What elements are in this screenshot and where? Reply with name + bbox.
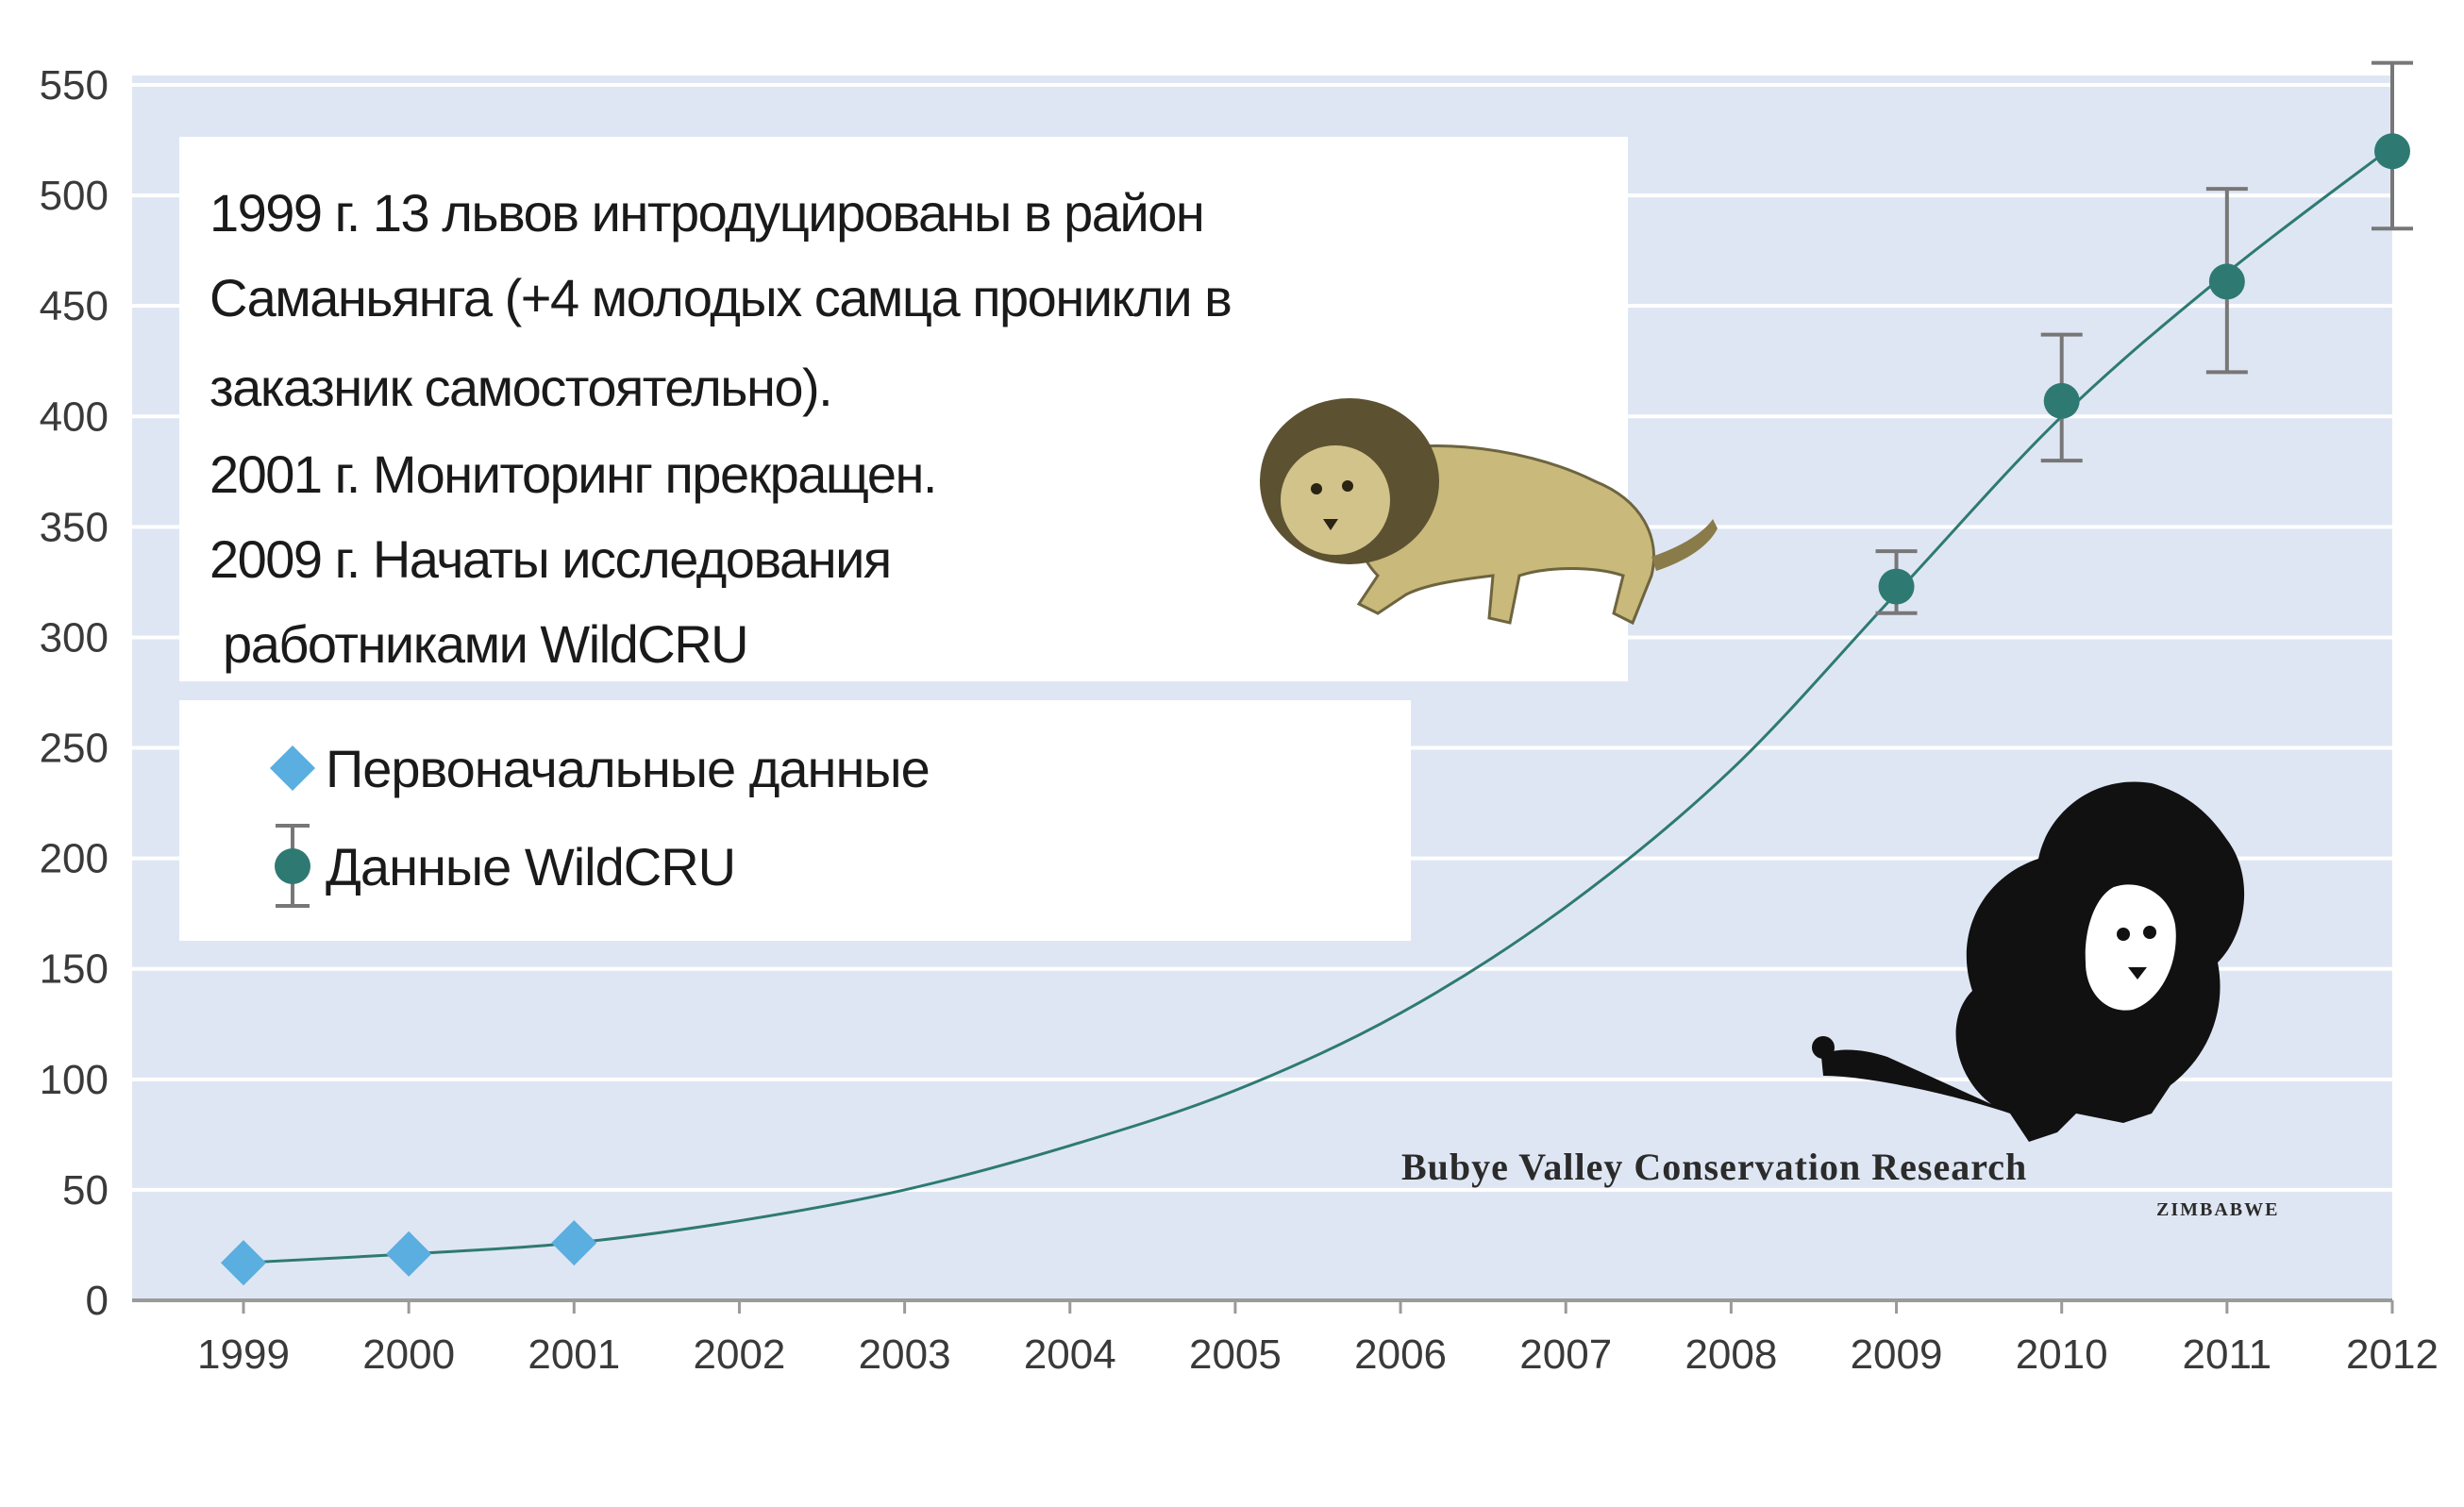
- annotation-line-2: Саманьянга (+4 молодых самца проникли в: [210, 268, 1231, 327]
- x-tick-label: 2002: [694, 1331, 786, 1378]
- x-tick-label: 1999: [197, 1331, 290, 1378]
- x-axis: 1999 2000 2001 2002 2003 2004 2005 2006 2007 2008…: [197, 1300, 2439, 1378]
- y-tick-label: 150: [40, 946, 109, 993]
- y-tick-label: 400: [40, 393, 109, 440]
- data-point-circle: [2043, 382, 2080, 419]
- annotation-box: 1999 г. 13 львов интродуцированы в район…: [179, 137, 1718, 681]
- y-tick-label: 500: [40, 173, 109, 219]
- trend-line: [243, 145, 2393, 1264]
- x-tick-label: 2001: [528, 1331, 620, 1378]
- lion-icon: [1812, 781, 2245, 1142]
- y-tick-label: 550: [40, 62, 109, 109]
- x-tick-label: 2005: [1189, 1331, 1282, 1378]
- legend-marker-diamond: [269, 745, 316, 792]
- logo-title: Bubye Valley Conservation Research: [1401, 1146, 2027, 1188]
- annotation-line-4: 2001 г. Мониторинг прекращен.: [210, 444, 936, 504]
- walking-lion-icon: [1260, 398, 1718, 626]
- y-tick-label: 50: [62, 1167, 109, 1214]
- legend: Первоначальные данные Данные WildCRU: [179, 700, 1411, 941]
- trend-line-group: [243, 145, 2393, 1264]
- legend-label-2: Данные WildCRU: [326, 837, 735, 896]
- y-tick-label: 200: [40, 836, 109, 882]
- x-tick-label: 2004: [1024, 1331, 1116, 1378]
- y-tick-label: 100: [40, 1057, 109, 1103]
- logo: Bubye Valley Conservation Research ZIMBA…: [1401, 781, 2279, 1220]
- y-tick-label: 300: [40, 614, 109, 661]
- x-tick-label: 2007: [1519, 1331, 1612, 1378]
- x-tick-label: 2006: [1354, 1331, 1447, 1378]
- legend-label-1: Первоначальные данные: [326, 739, 930, 798]
- x-tick-label: 2009: [1851, 1331, 1943, 1378]
- data-point-circle: [2208, 263, 2245, 300]
- x-tick-label: 2008: [1685, 1331, 1777, 1378]
- y-tick-label: 0: [86, 1278, 109, 1324]
- y-tick-label: 450: [40, 283, 109, 329]
- x-tick-label: 2003: [859, 1331, 951, 1378]
- legend-background: [179, 700, 1411, 941]
- annotation-line-6: работниками WildCRU: [210, 614, 747, 674]
- annotation-line-3: заказник самостоятельно).: [210, 358, 831, 417]
- data-point-circle: [2374, 133, 2410, 170]
- x-tick-label: 2000: [362, 1331, 455, 1378]
- x-tick-label: 2011: [2183, 1331, 2272, 1378]
- logo-subtitle: ZIMBABWE: [2156, 1199, 2279, 1220]
- annotation-line-5: 2009 г. Начаты исследования: [210, 529, 891, 589]
- x-tick-label: 2012: [2346, 1331, 2439, 1378]
- x-tick-label: 2010: [2016, 1331, 2108, 1378]
- legend-marker-circle: [275, 848, 310, 884]
- y-tick-label: 350: [40, 504, 109, 550]
- y-tick-label: 250: [40, 726, 109, 772]
- y-axis: 0 50 100 150 200 250 300 350 400 450 500 550: [40, 62, 2392, 1324]
- annotation-line-1: 1999 г. 13 львов интродуцированы в район: [210, 183, 1203, 243]
- data-point-circle: [1878, 568, 1915, 605]
